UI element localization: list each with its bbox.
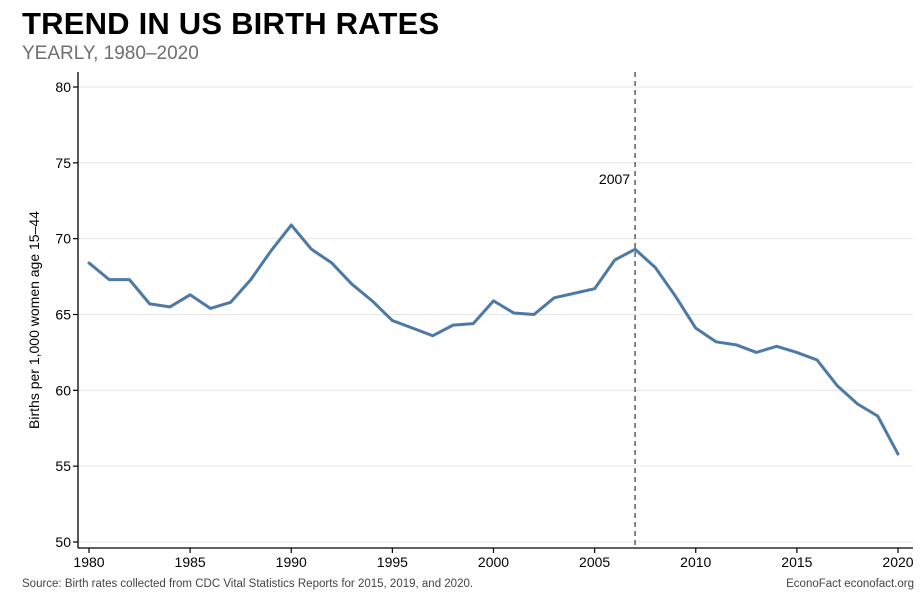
y-axis-title: Births per 1,000 women age 15–44 [26, 211, 42, 429]
y-tick-label-70: 70 [55, 231, 71, 247]
source-note: Source: Birth rates collected from CDC V… [22, 578, 474, 590]
credit-note: EconoFact econofact.org [786, 578, 914, 590]
y-tick-label-80: 80 [55, 79, 71, 95]
x-tick-label-2010: 2010 [680, 554, 711, 570]
y-tick-label-50: 50 [55, 534, 71, 550]
y-tick-label-65: 65 [55, 307, 71, 323]
y-tick-label-60: 60 [55, 382, 71, 398]
data-points [88, 224, 900, 456]
chart-subtitle: YEARLY, 1980–2020 [22, 43, 199, 64]
x-tick-label-2000: 2000 [478, 554, 509, 570]
x-tick-label-1980: 1980 [73, 554, 104, 570]
y-tick-label-75: 75 [55, 155, 71, 171]
y-tick-label-55: 55 [55, 458, 71, 474]
x-tick-label-2015: 2015 [781, 554, 812, 570]
y-ticks: 50 55 60 65 70 75 80 [55, 79, 78, 550]
series-line-birth-rate [87, 223, 900, 456]
x-tick-label-2005: 2005 [579, 554, 610, 570]
axes [77, 72, 913, 549]
annotation-layer: 2007 [599, 72, 636, 548]
grid-lines [78, 86, 913, 543]
annotation-label-2007: 2007 [599, 171, 630, 187]
x-ticks: 1980 1985 1990 1995 2000 2005 2010 2015 2020 [73, 548, 914, 570]
x-tick-label-1990: 1990 [276, 554, 307, 570]
x-tick-label-2020: 2020 [882, 554, 913, 570]
x-tick-label-1985: 1985 [175, 554, 206, 570]
chart-title: TREND IN US BIRTH RATES [22, 6, 440, 41]
x-tick-label-1995: 1995 [377, 554, 408, 570]
